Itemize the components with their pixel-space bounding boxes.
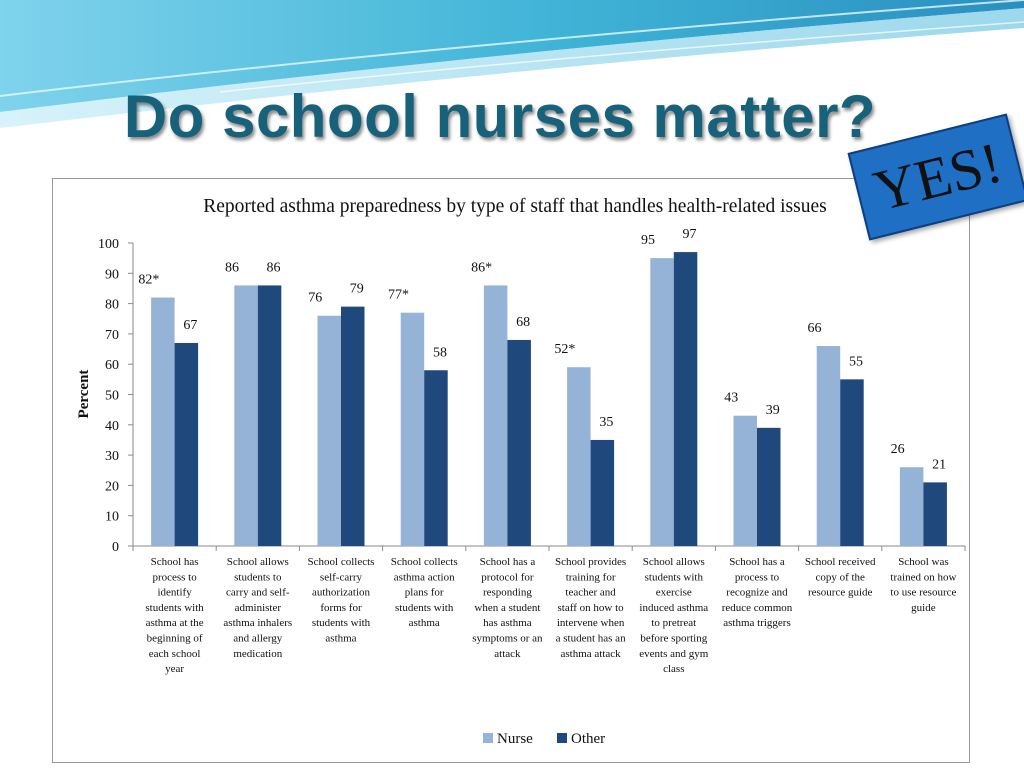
data-label: 52* (554, 342, 575, 357)
category-label: School received copy of the resource guide (805, 556, 876, 599)
slide-title: Do school nurses matter? (123, 83, 877, 150)
bar-nurse (151, 297, 175, 546)
y-tick-label: 50 (105, 389, 119, 404)
bar-nurse (733, 415, 757, 546)
legend-swatch-other (557, 733, 567, 743)
category-label: School allows students to carry and self-a… (223, 556, 292, 660)
data-label: 86 (225, 260, 239, 275)
legend: Nurse Other (483, 731, 605, 747)
legend-swatch-nurse (483, 733, 493, 743)
decorative-banner (0, 0, 1024, 128)
data-label: 95 (641, 233, 655, 248)
data-label: 26 (891, 442, 905, 457)
category-label: School has a protocol for responding when a… (472, 556, 543, 660)
y-tick-label: 30 (105, 449, 119, 464)
y-tick-label: 90 (105, 267, 119, 282)
bar-other (757, 427, 781, 546)
legend-label-other: Other (571, 731, 605, 747)
category-label: School has process to identify students wit… (145, 556, 204, 675)
bar-other (673, 252, 698, 546)
data-label: 43 (724, 391, 738, 406)
data-label: 82* (138, 273, 159, 288)
data-label: 35 (599, 415, 613, 430)
bar-nurse (234, 285, 258, 546)
category-label: School provides training for teacher and st… (555, 556, 626, 660)
data-label: 66 (807, 321, 821, 336)
y-tick-label: 10 (105, 510, 119, 525)
data-label: 86* (471, 260, 492, 275)
y-axis-label: Percent (76, 370, 92, 419)
bar-other (840, 379, 864, 546)
bar-nurse (483, 285, 508, 546)
data-label: 68 (516, 315, 530, 330)
bar-other (174, 342, 199, 546)
data-label: 79 (350, 282, 364, 297)
bar-other (341, 306, 365, 546)
data-label: 77* (388, 288, 409, 303)
y-tick-label: 100 (98, 237, 119, 252)
category-label: School has a process to recognize and reduc… (722, 556, 793, 629)
bar-other (923, 482, 947, 546)
data-label: 55 (849, 354, 863, 369)
bar-nurse (567, 367, 591, 546)
data-label: 76 (308, 291, 322, 306)
y-tick-label: 70 (105, 328, 119, 343)
bar-other (507, 339, 531, 546)
data-label: 86 (267, 260, 281, 275)
data-label: 39 (766, 403, 780, 418)
bar-chart: Reported asthma preparedness by type of … (76, 196, 966, 747)
bar-nurse (650, 258, 674, 546)
yes-callout-text: YES! (867, 129, 1009, 224)
bar-other (590, 439, 615, 546)
y-tick-label: 80 (105, 298, 119, 313)
bar-nurse (400, 312, 425, 546)
y-tick-label: 0 (112, 540, 119, 555)
category-label: School collects self-carry authorization fo… (308, 556, 375, 645)
category-label: School was trained on how to use resource g… (890, 556, 956, 614)
bar-nurse (816, 346, 841, 546)
bar-other (257, 285, 282, 546)
category-labels: School has process to identify students wit… (145, 556, 956, 675)
chart-frame: Reported asthma preparedness by type of … (52, 178, 970, 763)
category-label: School collects asthma action plans for stu… (391, 556, 458, 629)
category-label: School allows students with exercise induce… (639, 556, 708, 675)
data-label: 21 (932, 457, 946, 472)
chart-title: Reported asthma preparedness by type of … (203, 196, 826, 217)
bar-other (424, 370, 448, 546)
bars (151, 252, 947, 546)
data-label: 97 (683, 227, 697, 242)
bar-nurse (317, 315, 341, 546)
legend-label-nurse: Nurse (497, 731, 533, 747)
y-tick-label: 60 (105, 358, 119, 373)
data-labels: 82* 86 76 77* 86* 52* 95 43 66 26 67 86 79 58 68 35 97 39… (138, 227, 946, 472)
bar-nurse (899, 467, 924, 546)
y-tick-label: 20 (105, 479, 119, 494)
data-label: 67 (183, 318, 197, 333)
y-tick-label: 40 (105, 419, 119, 434)
data-label: 58 (433, 345, 447, 360)
